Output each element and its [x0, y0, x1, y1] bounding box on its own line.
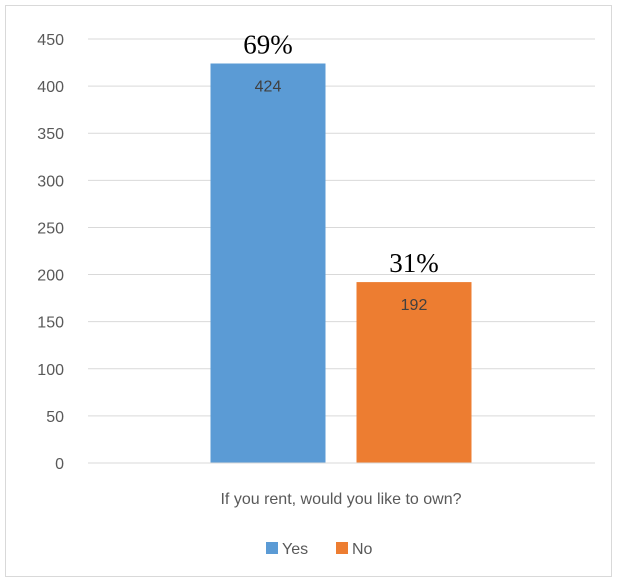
legend-label-no: No [352, 541, 373, 558]
gridlines [88, 38, 595, 417]
bar-yes [210, 63, 326, 464]
x-category-label: If you rent, would you like to own? [220, 491, 461, 508]
y-tick-label: 0 [55, 456, 64, 473]
bar-value-label: 424 [255, 78, 282, 95]
bar-value-label: 192 [401, 297, 428, 314]
y-tick-label: 300 [37, 173, 64, 190]
legend: Yes No [266, 541, 373, 558]
bar-percent-label: 69% [243, 29, 293, 59]
chart-frame: 0 50 100 150 200 250 300 350 400 450 424 69% 192 31%… [5, 5, 612, 577]
bar-percent-label: 31% [389, 248, 439, 278]
y-tick-label: 150 [37, 315, 64, 332]
bar-no [356, 282, 472, 463]
y-tick-label: 200 [37, 268, 64, 285]
legend-swatch-yes [266, 542, 278, 554]
y-tick-label: 400 [37, 79, 64, 96]
bar-chart: 0 50 100 150 200 250 300 350 400 450 424 69% 192 31%… [37, 29, 595, 558]
bars: 424 69% 192 31% [210, 29, 472, 464]
y-axis-tick-labels: 0 50 100 150 200 250 300 350 400 450 [37, 32, 64, 473]
y-tick-label: 100 [37, 362, 64, 379]
y-tick-label: 450 [37, 32, 64, 49]
legend-label-yes: Yes [282, 541, 308, 558]
y-tick-label: 50 [46, 409, 64, 426]
legend-swatch-no [336, 542, 348, 554]
y-tick-label: 350 [37, 126, 64, 143]
y-tick-label: 250 [37, 220, 64, 237]
